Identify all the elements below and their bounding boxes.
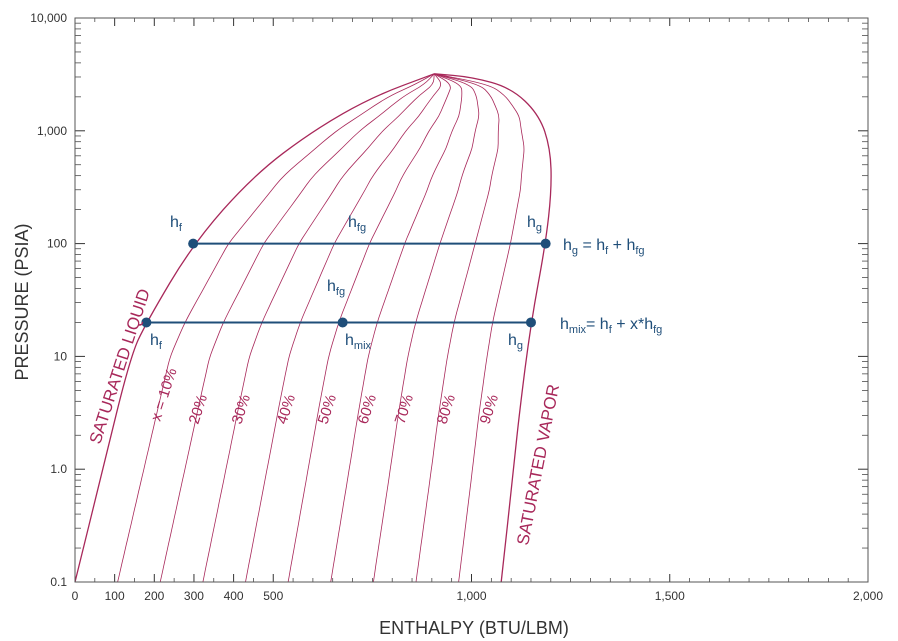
- x-tick-label: 300: [184, 589, 204, 603]
- saturated-liquid-curve: [74, 73, 435, 583]
- quality-label-50: 50%: [315, 392, 340, 426]
- quality-label-80: 80%: [434, 392, 459, 426]
- quality-line-50: [287, 73, 451, 583]
- y-axis-title: PRESSURE (PSIA): [12, 223, 32, 380]
- axis-ticks: 0.1 1.0 10 100 1,000 10,000 0 100 200 300 400 500 1,…: [30, 11, 883, 603]
- hg-label-upper: hg: [527, 214, 542, 234]
- quality-line-70: [373, 73, 480, 583]
- y-tick-label: 1.0: [50, 462, 67, 476]
- quality-label-20: 20%: [186, 392, 211, 426]
- saturated-liquid-label: SATURATED LIQUID: [86, 286, 154, 446]
- quality-line-10: [117, 73, 435, 583]
- quality-line-20: [159, 73, 435, 583]
- equation-hmix: hmix= hf + x*hfg: [560, 316, 662, 336]
- quality-label-40: 40%: [274, 392, 299, 426]
- point-h-g: [525, 317, 536, 328]
- y-tick-label: 100: [47, 237, 67, 251]
- quality-label-70: 70%: [392, 392, 417, 426]
- x-axis-title: ENTHALPY (BTU/LBM): [379, 618, 569, 638]
- y-tick-label: 1,000: [37, 124, 67, 138]
- x-tick-label: 500: [263, 589, 283, 603]
- quality-label-10: x = 10%: [148, 366, 181, 423]
- hf-label-lower: hf: [150, 332, 163, 352]
- x-tick-label: 100: [105, 589, 125, 603]
- x-tick-label: 2,000: [853, 589, 883, 603]
- y-tick-label: 0.1: [50, 575, 67, 589]
- plot-frame: [74, 17, 869, 583]
- hfg-label-upper: hfg: [348, 214, 366, 234]
- saturated-vapor-curve: [434, 73, 552, 583]
- hmix-label: hmix: [345, 332, 372, 352]
- quality-line-60: [330, 73, 463, 583]
- curves: [74, 73, 552, 583]
- x-tick-label: 1,000: [456, 589, 486, 603]
- quality-line-30: [202, 73, 435, 583]
- point-h-g: [540, 238, 551, 249]
- point-h-f: [141, 317, 152, 328]
- hf-label-upper: hf: [170, 214, 183, 234]
- hg-label-lower: hg: [508, 332, 523, 352]
- x-tick-label: 200: [144, 589, 164, 603]
- quality-line-40: [245, 73, 441, 583]
- quality-label-60: 60%: [355, 392, 380, 426]
- quality-line-80: [415, 73, 500, 583]
- hfg-label-lower: hfg: [327, 278, 345, 298]
- x-tick-label: 400: [224, 589, 244, 603]
- quality-label-30: 30%: [229, 392, 254, 426]
- point-h-mix: [337, 317, 348, 328]
- y-tick-label: 10,000: [30, 11, 67, 25]
- quality-line-90: [434, 73, 525, 583]
- y-tick-label: 10: [54, 349, 68, 363]
- x-tick-label: 0: [72, 589, 79, 603]
- equation-hg: hg = hf + hfg: [563, 237, 645, 257]
- constant-pressure-lines: [141, 238, 551, 328]
- x-tick-label: 1,500: [655, 589, 685, 603]
- point-h-f: [188, 238, 199, 249]
- quality-label-90: 90%: [477, 392, 502, 426]
